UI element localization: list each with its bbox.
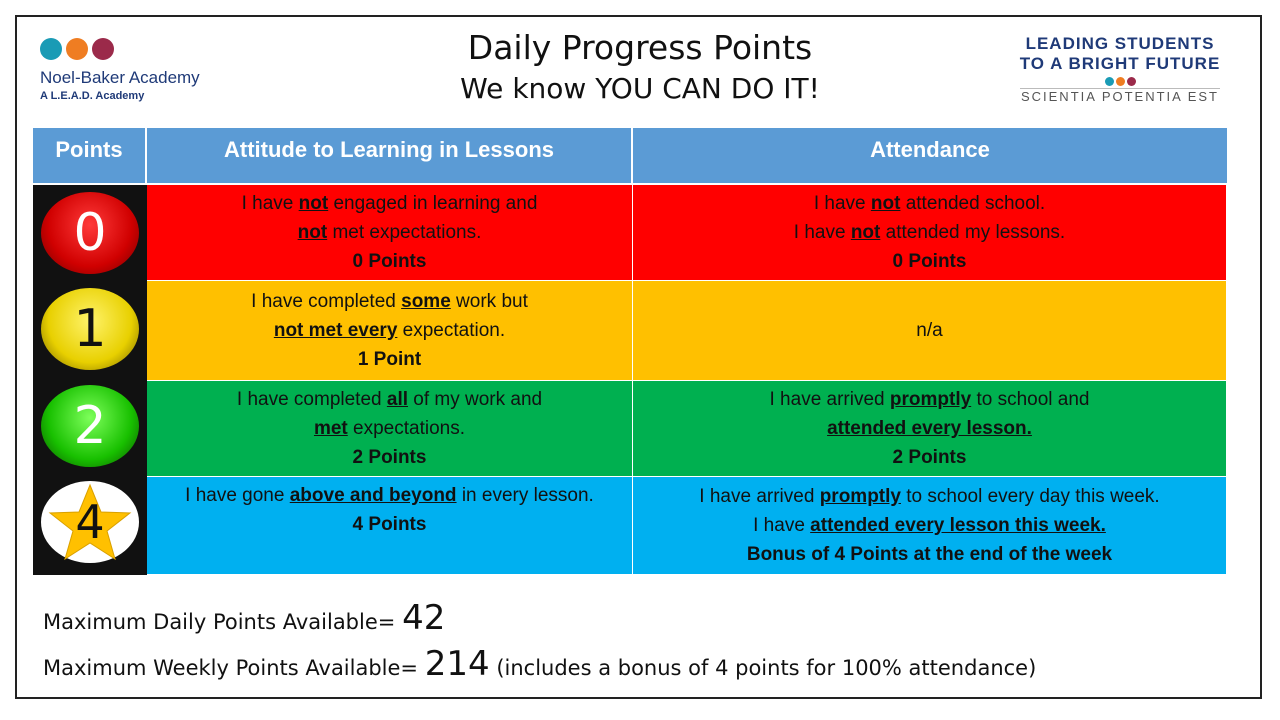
academy-name: Noel-Baker Academy xyxy=(40,68,200,87)
light-label-0: 0 xyxy=(73,203,107,263)
weekly-points-value: 214 xyxy=(424,644,490,684)
row2-attendance-line2: attended every lesson. xyxy=(827,418,1032,439)
motto-dot-orange xyxy=(1115,77,1125,86)
row2-attitude-line2: met expectations. xyxy=(313,418,466,439)
daily-points-label: Maximum Daily Points Available= xyxy=(43,610,396,634)
slide-frame xyxy=(15,15,1262,699)
header-points: Points xyxy=(33,128,147,183)
light-label-1: 1 xyxy=(73,299,107,359)
row0-attendance: I have not attended school. I have not a… xyxy=(633,185,1227,281)
logo-dot-maroon xyxy=(92,38,114,60)
row4-attitude-line1: I have gone above and beyond in every le… xyxy=(185,485,594,506)
light-red-0: 0 xyxy=(41,192,139,274)
light-label-2: 2 xyxy=(73,396,107,456)
row0-attitude: I have not engaged in learning and not m… xyxy=(147,185,633,281)
motto-dot-maroon xyxy=(1126,77,1136,86)
row1-attendance-na: n/a xyxy=(916,320,943,341)
logo-dot-orange xyxy=(66,38,88,60)
daily-points-line: Maximum Daily Points Available= 42 xyxy=(43,598,445,638)
motto-rule xyxy=(1020,88,1220,89)
row2-attendance-points: 2 Points xyxy=(892,447,967,468)
row1-attitude-line1: I have completed some work but xyxy=(251,291,528,312)
academy-subtitle: A L.E.A.D. Academy xyxy=(40,90,145,102)
header-attitude: Attitude to Learning in Lessons xyxy=(147,128,633,183)
row0-attitude-line1: I have not engaged in learning and xyxy=(241,193,538,214)
row2-attitude-line1: I have completed all of my work and xyxy=(236,389,543,410)
motto-logo: LEADING STUDENTS TO A BRIGHT FUTURE SCIE… xyxy=(1010,34,1230,104)
row4-attitude-points: 4 Points xyxy=(352,514,427,535)
star-icon xyxy=(48,483,132,561)
logo-dot-teal xyxy=(40,38,62,60)
row0-attendance-line1: I have not attended school. xyxy=(813,193,1046,214)
row2-attitude: I have completed all of my work and met … xyxy=(147,381,633,477)
row0-attendance-line2: I have not attended my lessons. xyxy=(793,222,1066,243)
row1-attendance: n/a xyxy=(633,281,1227,381)
row0-attendance-points: 0 Points xyxy=(892,251,967,272)
motto-latin: SCIENTIA POTENTIA EST xyxy=(1020,89,1220,104)
academy-logo: Noel-Baker Academy A L.E.A.D. Academy xyxy=(40,38,200,102)
motto-line-2: TO A BRIGHT FUTURE xyxy=(1019,54,1221,73)
row0-attitude-points: 0 Points xyxy=(352,251,427,272)
motto-dot-teal xyxy=(1104,77,1114,86)
logo-dots xyxy=(40,38,200,60)
row4-attendance: I have arrived promptly to school every … xyxy=(633,477,1227,575)
row4-attendance-line1: I have arrived promptly to school every … xyxy=(699,486,1160,507)
light-star-4: 4 xyxy=(41,481,139,563)
light-yellow-1: 1 xyxy=(41,288,139,370)
row4-attendance-bonus: Bonus of 4 Points at the end of the week xyxy=(746,544,1113,565)
row4-attitude: I have gone above and beyond in every le… xyxy=(147,477,633,575)
row1-attitude-points: 1 Point xyxy=(357,349,422,370)
header-attendance: Attendance xyxy=(633,128,1227,183)
weekly-points-line: Maximum Weekly Points Available= 214 (in… xyxy=(43,644,1036,684)
row2-attendance: I have arrived promptly to school and at… xyxy=(633,381,1227,477)
weekly-points-note: (includes a bonus of 4 points for 100% a… xyxy=(496,656,1037,680)
weekly-points-label: Maximum Weekly Points Available= xyxy=(43,656,419,680)
page-title: Daily Progress Points xyxy=(467,28,813,67)
row1-attitude-line2: not met every expectation. xyxy=(273,320,506,341)
motto-line-1: LEADING STUDENTS xyxy=(1025,34,1215,53)
page-subtitle: We know YOU CAN DO IT! xyxy=(460,72,820,105)
row4-attendance-line2: I have attended every lesson this week. xyxy=(753,515,1106,536)
row0-attitude-line2: not met expectations. xyxy=(297,222,482,243)
row1-attitude: I have completed some work but not met e… xyxy=(147,281,633,381)
light-label-4: 4 xyxy=(75,495,105,549)
row2-attitude-points: 2 Points xyxy=(352,447,427,468)
motto-dots xyxy=(1010,77,1230,86)
traffic-light: 0 1 2 4 xyxy=(33,185,147,575)
daily-points-value: 42 xyxy=(402,598,446,638)
row2-attendance-line1: I have arrived promptly to school and xyxy=(769,389,1090,410)
light-green-2: 2 xyxy=(41,385,139,467)
